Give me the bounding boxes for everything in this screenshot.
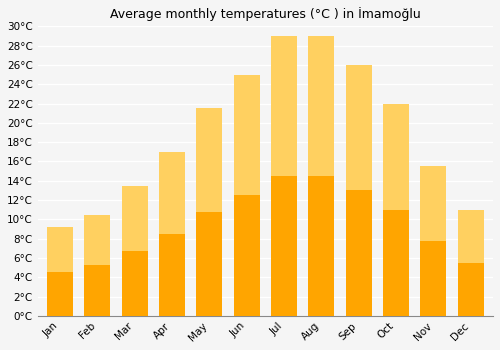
- Bar: [383, 210, 409, 316]
- Bar: [159, 152, 185, 316]
- Bar: [122, 186, 148, 316]
- Bar: [196, 212, 222, 316]
- Bar: [346, 65, 372, 316]
- Bar: [234, 75, 260, 316]
- Bar: [308, 176, 334, 316]
- Bar: [383, 104, 409, 316]
- Bar: [271, 176, 297, 316]
- Bar: [196, 108, 222, 316]
- Bar: [159, 234, 185, 316]
- Bar: [420, 241, 446, 316]
- Bar: [122, 251, 148, 316]
- Bar: [47, 272, 73, 316]
- Bar: [84, 265, 110, 316]
- Bar: [308, 36, 334, 316]
- Bar: [458, 210, 483, 316]
- Bar: [346, 190, 372, 316]
- Bar: [84, 215, 110, 316]
- Bar: [271, 36, 297, 316]
- Bar: [47, 227, 73, 316]
- Bar: [420, 166, 446, 316]
- Bar: [458, 263, 483, 316]
- Bar: [234, 195, 260, 316]
- Title: Average monthly temperatures (°C ) in İmamoğlu: Average monthly temperatures (°C ) in İm…: [110, 7, 420, 21]
